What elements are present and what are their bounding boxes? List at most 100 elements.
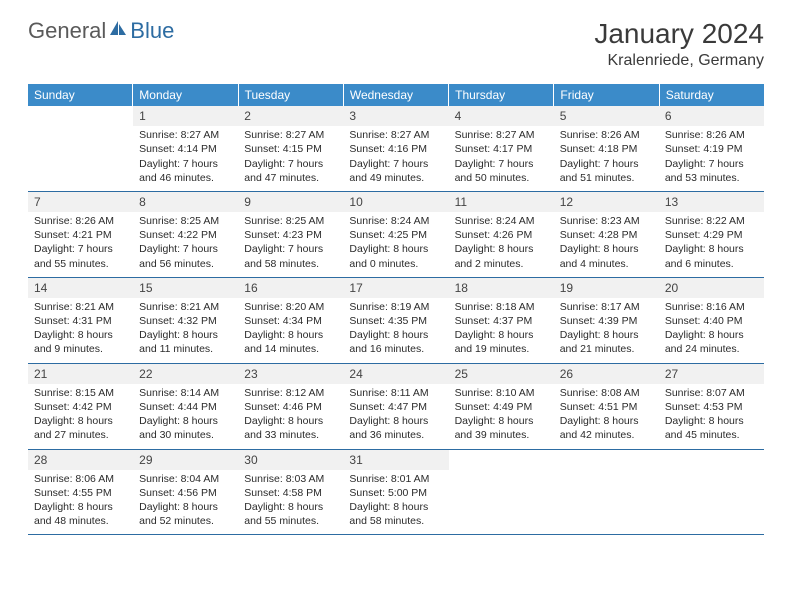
- day-number: 29: [133, 450, 238, 470]
- sunset-text: Sunset: 4:42 PM: [34, 400, 127, 414]
- day-body: Sunrise: 8:25 AMSunset: 4:22 PMDaylight:…: [139, 214, 232, 271]
- day-cell: 24Sunrise: 8:11 AMSunset: 4:47 PMDayligh…: [343, 364, 448, 449]
- sunrise-text: Sunrise: 8:06 AM: [34, 472, 127, 486]
- daylight-text: Daylight: 7 hours and 49 minutes.: [349, 157, 442, 185]
- daylight-text: Daylight: 8 hours and 19 minutes.: [455, 328, 548, 356]
- month-title: January 2024: [594, 18, 764, 50]
- location: Kralenriede, Germany: [594, 52, 764, 70]
- day-cell: 13Sunrise: 8:22 AMSunset: 4:29 PMDayligh…: [659, 192, 764, 277]
- daylight-text: Daylight: 8 hours and 4 minutes.: [560, 242, 653, 270]
- day-number: 21: [28, 364, 133, 384]
- day-body: Sunrise: 8:18 AMSunset: 4:37 PMDaylight:…: [455, 300, 548, 357]
- sunrise-text: Sunrise: 8:26 AM: [34, 214, 127, 228]
- page-header: General Blue January 2024 Kralenriede, G…: [0, 0, 792, 78]
- day-cell: 6Sunrise: 8:26 AMSunset: 4:19 PMDaylight…: [659, 106, 764, 191]
- sunrise-text: Sunrise: 8:15 AM: [34, 386, 127, 400]
- daylight-text: Daylight: 8 hours and 39 minutes.: [455, 414, 548, 442]
- logo-text-general: General: [28, 18, 106, 44]
- day-number: 3: [343, 106, 448, 126]
- day-header-cell: Monday: [133, 84, 238, 106]
- day-body: Sunrise: 8:26 AMSunset: 4:18 PMDaylight:…: [560, 128, 653, 185]
- sunset-text: Sunset: 4:56 PM: [139, 486, 232, 500]
- sunset-text: Sunset: 4:26 PM: [455, 228, 548, 242]
- day-number: 8: [133, 192, 238, 212]
- day-body: Sunrise: 8:22 AMSunset: 4:29 PMDaylight:…: [665, 214, 758, 271]
- day-body: Sunrise: 8:27 AMSunset: 4:14 PMDaylight:…: [139, 128, 232, 185]
- day-cell: [28, 106, 133, 191]
- sunrise-text: Sunrise: 8:01 AM: [349, 472, 442, 486]
- day-number: 31: [343, 450, 448, 470]
- sunset-text: Sunset: 4:25 PM: [349, 228, 442, 242]
- day-number: 5: [554, 106, 659, 126]
- day-number: 24: [343, 364, 448, 384]
- daylight-text: Daylight: 8 hours and 21 minutes.: [560, 328, 653, 356]
- day-body: Sunrise: 8:21 AMSunset: 4:32 PMDaylight:…: [139, 300, 232, 357]
- daylight-text: Daylight: 8 hours and 42 minutes.: [560, 414, 653, 442]
- day-cell: 2Sunrise: 8:27 AMSunset: 4:15 PMDaylight…: [238, 106, 343, 191]
- sunrise-text: Sunrise: 8:27 AM: [455, 128, 548, 142]
- daylight-text: Daylight: 8 hours and 11 minutes.: [139, 328, 232, 356]
- sunset-text: Sunset: 4:23 PM: [244, 228, 337, 242]
- sunrise-text: Sunrise: 8:27 AM: [139, 128, 232, 142]
- day-cell: 1Sunrise: 8:27 AMSunset: 4:14 PMDaylight…: [133, 106, 238, 191]
- daylight-text: Daylight: 8 hours and 16 minutes.: [349, 328, 442, 356]
- daylight-text: Daylight: 7 hours and 46 minutes.: [139, 157, 232, 185]
- day-body: Sunrise: 8:08 AMSunset: 4:51 PMDaylight:…: [560, 386, 653, 443]
- day-body: Sunrise: 8:24 AMSunset: 4:26 PMDaylight:…: [455, 214, 548, 271]
- week-row: 7Sunrise: 8:26 AMSunset: 4:21 PMDaylight…: [28, 192, 764, 278]
- sunrise-text: Sunrise: 8:10 AM: [455, 386, 548, 400]
- day-cell: 19Sunrise: 8:17 AMSunset: 4:39 PMDayligh…: [554, 278, 659, 363]
- daylight-text: Daylight: 8 hours and 48 minutes.: [34, 500, 127, 528]
- week-row: 21 Sunrise: 8:15 AMSunset: 4:42 PM Dayligh…: [28, 364, 764, 450]
- day-number: 19: [554, 278, 659, 298]
- day-cell: 31Sunrise: 8:01 AMSunset: 5:00 PMDayligh…: [343, 450, 448, 535]
- day-cell: 12Sunrise: 8:23 AMSunset: 4:28 PMDayligh…: [554, 192, 659, 277]
- day-body: Sunrise: 8:06 AMSunset: 4:55 PMDaylight:…: [34, 472, 127, 529]
- day-cell: 15Sunrise: 8:21 AMSunset: 4:32 PMDayligh…: [133, 278, 238, 363]
- day-body: Sunrise: 8:14 AMSunset: 4:44 PMDaylight:…: [139, 386, 232, 443]
- sunrise-text: Sunrise: 8:21 AM: [34, 300, 127, 314]
- sunset-text: Sunset: 4:28 PM: [560, 228, 653, 242]
- sunset-text: Sunset: 4:47 PM: [349, 400, 442, 414]
- sunrise-text: Sunrise: 8:19 AM: [349, 300, 442, 314]
- daylight-text: Daylight: 8 hours and 36 minutes.: [349, 414, 442, 442]
- sunset-text: Sunset: 4:15 PM: [244, 142, 337, 156]
- day-body: Sunrise: 8:10 AMSunset: 4:49 PMDaylight:…: [455, 386, 548, 443]
- sunset-text: Sunset: 4:35 PM: [349, 314, 442, 328]
- sunset-text: Sunset: 5:00 PM: [349, 486, 442, 500]
- sunrise-text: Sunrise: 8:07 AM: [665, 386, 758, 400]
- sunrise-text: Sunrise: 8:16 AM: [665, 300, 758, 314]
- day-cell: [449, 450, 554, 535]
- sunset-text: Sunset: 4:53 PM: [665, 400, 758, 414]
- day-number: 10: [343, 192, 448, 212]
- daylight-text: Daylight: 7 hours and 58 minutes.: [244, 242, 337, 270]
- day-number: 9: [238, 192, 343, 212]
- day-header-cell: Sunday: [28, 84, 133, 106]
- day-number: 4: [449, 106, 554, 126]
- day-cell: [554, 450, 659, 535]
- day-cell: 16Sunrise: 8:20 AMSunset: 4:34 PMDayligh…: [238, 278, 343, 363]
- day-body: Sunrise: 8:11 AMSunset: 4:47 PMDaylight:…: [349, 386, 442, 443]
- day-number: 25: [449, 364, 554, 384]
- day-number: 18: [449, 278, 554, 298]
- sunset-text: Sunset: 4:40 PM: [665, 314, 758, 328]
- day-cell: 7Sunrise: 8:26 AMSunset: 4:21 PMDaylight…: [28, 192, 133, 277]
- day-cell: 5Sunrise: 8:26 AMSunset: 4:18 PMDaylight…: [554, 106, 659, 191]
- day-body: Sunrise: 8:27 AMSunset: 4:17 PMDaylight:…: [455, 128, 548, 185]
- day-cell: 3Sunrise: 8:27 AMSunset: 4:16 PMDaylight…: [343, 106, 448, 191]
- day-body: Sunrise: 8:12 AMSunset: 4:46 PMDaylight:…: [244, 386, 337, 443]
- day-cell: 28Sunrise: 8:06 AMSunset: 4:55 PMDayligh…: [28, 450, 133, 535]
- sunrise-text: Sunrise: 8:08 AM: [560, 386, 653, 400]
- day-header-cell: Friday: [554, 84, 659, 106]
- day-number: 11: [449, 192, 554, 212]
- day-body: Sunrise: 8:01 AMSunset: 5:00 PMDaylight:…: [349, 472, 442, 529]
- day-cell: 18Sunrise: 8:18 AMSunset: 4:37 PMDayligh…: [449, 278, 554, 363]
- sunrise-text: Sunrise: 8:20 AM: [244, 300, 337, 314]
- title-block: January 2024 Kralenriede, Germany: [594, 18, 764, 70]
- day-cell: 23Sunrise: 8:12 AMSunset: 4:46 PMDayligh…: [238, 364, 343, 449]
- day-cell: 27Sunrise: 8:07 AMSunset: 4:53 PMDayligh…: [659, 364, 764, 449]
- day-header-cell: Thursday: [449, 84, 554, 106]
- day-body: Sunrise: 8:17 AMSunset: 4:39 PMDaylight:…: [560, 300, 653, 357]
- day-cell: 11Sunrise: 8:24 AMSunset: 4:26 PMDayligh…: [449, 192, 554, 277]
- sunset-text: Sunset: 4:58 PM: [244, 486, 337, 500]
